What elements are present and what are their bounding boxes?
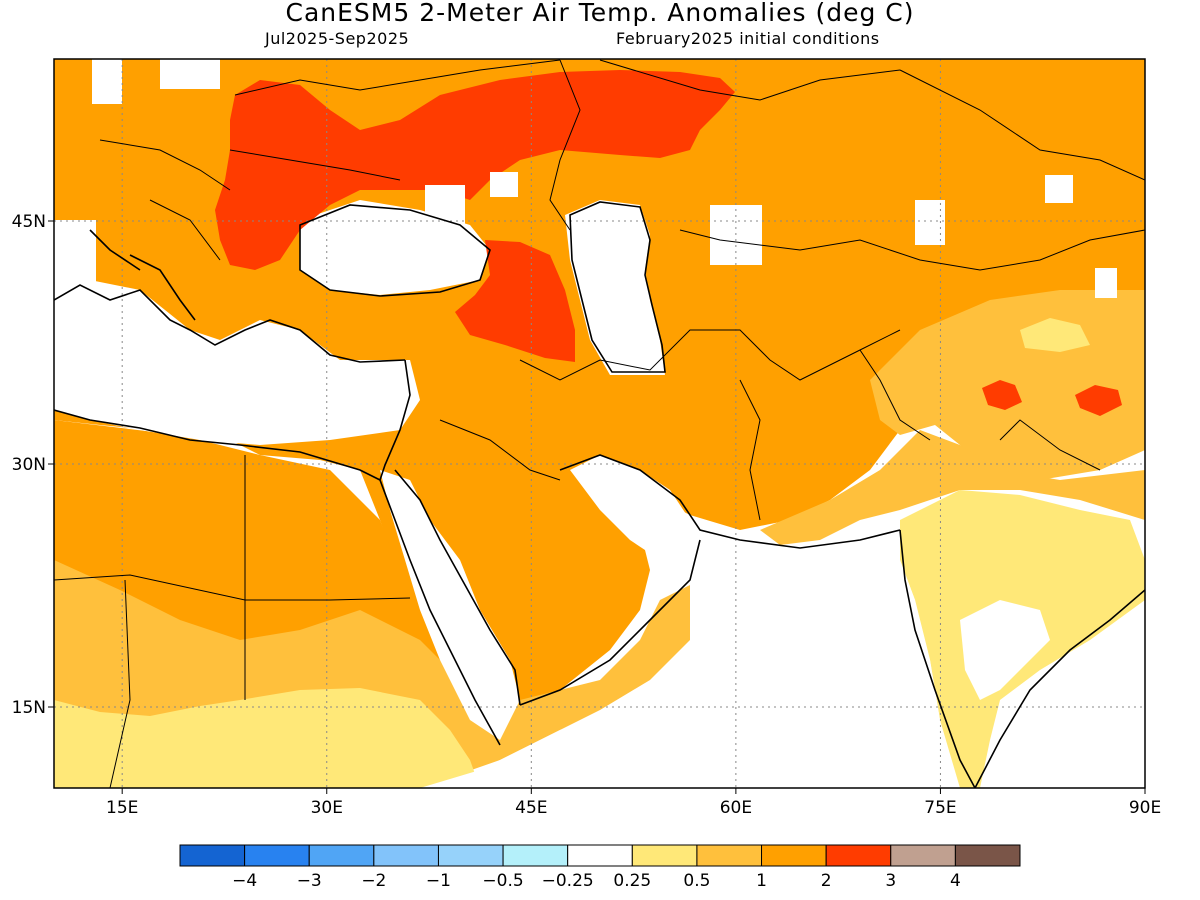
colorbar-swatch: [567, 844, 633, 867]
near-zero-india-interior: [960, 600, 1050, 700]
anomaly-fill: [54, 59, 1145, 788]
colorbar-swatch: [502, 844, 569, 867]
colorbar-swatch: [954, 844, 1021, 867]
colorbar-label: −0.25: [542, 871, 594, 891]
color-legend: −4 −3 −2 −1 −0.5 −0.25 0.25 0.5 1 2 3 4: [179, 844, 1021, 891]
colorbar-swatch: [437, 844, 504, 867]
colorbar-label: 3: [885, 871, 896, 891]
map-frame: [53, 58, 1146, 789]
colorbar-label: 2: [821, 871, 832, 891]
axis-ticks: 15E 30E 45E 60E 75E 90E 45N 30N 15N: [12, 212, 1162, 818]
colorbar-label: 1: [756, 871, 767, 891]
country-borders: [54, 59, 1145, 788]
near-zero-arabian-sea: [420, 540, 955, 788]
colorbar-swatch: [631, 844, 698, 867]
forecast-period: Jul2025-Sep2025: [265, 29, 410, 48]
colorbar-label: −2: [361, 871, 386, 891]
anomaly-region-2-3-caucasus: [455, 240, 575, 362]
anomaly-region-0.25-0.5-africa: [54, 688, 480, 788]
latitude-tick-label: 45N: [12, 212, 46, 232]
longitude-tick-label: 60E: [720, 798, 752, 818]
colorbar-swatch: [308, 844, 375, 867]
missing-data-block: [490, 172, 518, 197]
missing-data-block: [54, 220, 96, 300]
colorbar-label: 0.25: [613, 871, 651, 891]
longitude-tick-label: 30E: [311, 798, 343, 818]
colorbar-swatch: [244, 844, 310, 867]
longitude-tick-label: 45E: [515, 798, 547, 818]
anomaly-region-2-3-kashmir: [982, 380, 1022, 410]
colorbar-swatch: [373, 844, 439, 867]
anomaly-region-2-3-eastern-europe: [215, 70, 735, 270]
graticule: [54, 59, 1145, 788]
colorbar-label: −3: [297, 871, 322, 891]
missing-data-block: [425, 185, 465, 225]
colorbar-label: −0.5: [482, 871, 523, 891]
colorbar-swatch: [890, 844, 956, 867]
longitude-tick-label: 75E: [924, 798, 956, 818]
coastlines: [54, 201, 1145, 788]
colorbar-swatch: [825, 844, 892, 867]
longitude-tick-label: 90E: [1129, 798, 1161, 818]
anomaly-region-2-3-tibet: [1075, 385, 1122, 416]
near-zero-persian-gulf: [570, 455, 690, 560]
missing-data-block: [1045, 175, 1073, 203]
anomaly-region-0.5-1-india: [760, 430, 1145, 545]
colorbar-label: −4: [232, 871, 257, 891]
colorbar-label: 4: [950, 871, 961, 891]
colorbar-swatch: [761, 844, 827, 867]
near-zero-mediterranean: [54, 280, 420, 445]
map-title: CanESM5 2-Meter Air Temp. Anomalies (deg…: [285, 0, 915, 27]
longitude-tick-label: 15E: [106, 798, 138, 818]
anomaly-region-0.25-0.5-tibet: [1020, 318, 1090, 352]
missing-data-block: [1095, 268, 1117, 298]
colorbar-label: −1: [426, 871, 451, 891]
missing-data-block: [160, 59, 220, 89]
missing-data-block: [92, 59, 122, 104]
near-zero-red-sea: [380, 470, 520, 740]
colorbar-swatch: [696, 844, 763, 867]
latitude-tick-label: 30N: [12, 455, 46, 475]
colorbar-swatch: [179, 844, 246, 867]
colorbar-label: 0.5: [683, 871, 710, 891]
initial-conditions: February2025 initial conditions: [616, 29, 880, 48]
latitude-tick-label: 15N: [12, 698, 46, 718]
